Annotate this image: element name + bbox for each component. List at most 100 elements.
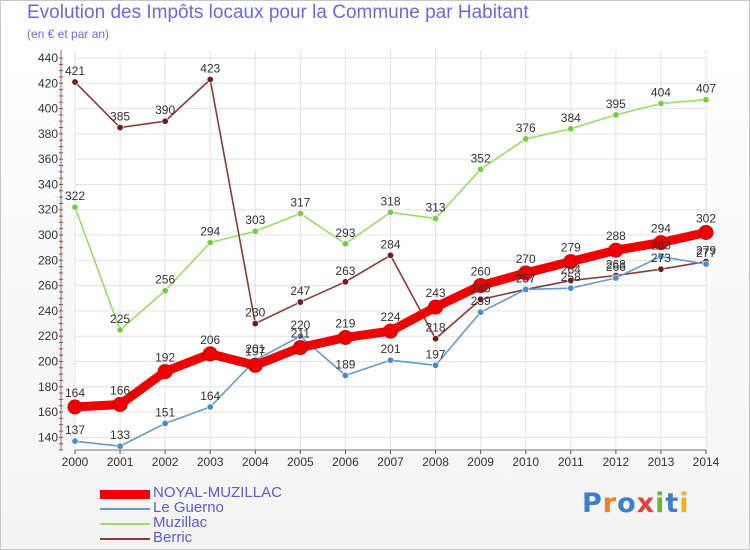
series-point-berric	[161, 117, 169, 125]
series-point-muzillac	[251, 227, 259, 235]
data-label-le-guerno: 220	[290, 318, 310, 332]
x-tick-label: 2006	[332, 455, 359, 469]
logo-letter: r	[602, 488, 618, 519]
data-label-berric: 284	[380, 237, 400, 251]
data-label-noyal-muzillac: 294	[651, 222, 671, 236]
y-tick-label: 360	[38, 152, 58, 166]
data-label-berric: 218	[426, 321, 446, 335]
x-tick-label: 2002	[152, 455, 179, 469]
series-point-le-guerno	[477, 308, 485, 316]
data-label-noyal-muzillac: 206	[200, 333, 220, 347]
data-label-le-guerno: 277	[696, 246, 716, 260]
data-label-berric: 273	[651, 251, 671, 265]
data-label-noyal-muzillac: 166	[110, 383, 130, 397]
legend-swatch	[100, 523, 150, 525]
data-label-noyal-muzillac: 279	[561, 241, 581, 255]
series-point-muzillac	[386, 208, 394, 216]
data-label-le-guerno: 151	[155, 405, 175, 419]
y-tick-label: 200	[38, 354, 58, 368]
data-label-berric: 247	[290, 284, 310, 298]
series-point-muzillac	[702, 96, 710, 104]
data-label-noyal-muzillac: 288	[606, 229, 626, 243]
data-label-noyal-muzillac: 302	[696, 212, 716, 226]
x-tick-label: 2011	[558, 455, 584, 469]
data-label-noyal-muzillac: 192	[155, 351, 175, 365]
data-label-le-guerno: 239	[471, 294, 491, 308]
x-tick-label: 2007	[377, 455, 404, 469]
data-label-berric: 279	[696, 244, 716, 258]
series-point-muzillac	[612, 111, 620, 119]
series-point-le-guerno	[702, 260, 710, 268]
series-point-le-guerno	[161, 419, 169, 427]
y-tick-label: 420	[38, 76, 58, 90]
series-point-berric	[567, 277, 575, 285]
series-point-noyal-muzillac	[67, 399, 83, 415]
series-point-noyal-muzillac	[247, 357, 263, 373]
legend-swatch	[100, 508, 150, 510]
x-tick-label: 2000	[62, 455, 89, 469]
label-layer: 322 225 256 294 303 317 293 318 313 352 376 384 395 4…	[65, 61, 716, 442]
series-point-noyal-muzillac	[698, 225, 714, 241]
y-tick-label: 380	[38, 127, 58, 141]
y-tick-label: 340	[38, 177, 58, 191]
data-label-noyal-muzillac: 197	[245, 344, 265, 358]
y-tick-label: 440	[38, 51, 58, 65]
y-tick-label: 180	[38, 380, 58, 394]
y-tick-label: 280	[38, 253, 58, 267]
x-tick-label: 2014	[693, 455, 720, 469]
chart-subtitle: (en € et par an)	[27, 27, 110, 41]
data-label-le-guerno: 197	[426, 347, 446, 361]
data-label-noyal-muzillac: 211	[291, 327, 310, 341]
series-point-muzillac	[477, 165, 485, 173]
data-label-muzillac: 293	[335, 226, 355, 240]
y-tick-label: 400	[38, 102, 58, 116]
data-label-muzillac: 384	[561, 111, 581, 125]
series-point-le-guerno	[386, 356, 394, 364]
data-label-berric: 390	[155, 103, 175, 117]
series-point-le-guerno	[341, 371, 349, 379]
series-point-berric	[296, 298, 304, 306]
data-label-noyal-muzillac: 260	[471, 265, 491, 279]
logo-letter: o	[617, 488, 637, 519]
x-tick-label: 2013	[648, 455, 675, 469]
logo-letter: i	[655, 488, 666, 519]
data-label-le-guerno: 266	[606, 260, 626, 274]
y-tick-label: 160	[38, 405, 58, 419]
series-point-berric	[206, 75, 214, 83]
series-point-berric	[251, 320, 259, 328]
series-point-muzillac	[341, 240, 349, 248]
data-label-muzillac: 376	[516, 121, 536, 135]
x-tick-label: 2012	[603, 455, 630, 469]
series-point-le-guerno	[567, 284, 575, 292]
legend-label: Le Guerno	[153, 499, 224, 516]
x-tick-label: 2009	[467, 455, 494, 469]
y-tick-label: 220	[38, 329, 58, 343]
series-point-muzillac	[522, 135, 530, 143]
axis-layer: 140 160 180 200 220 240 260 280 300 320 340 360 380 4…	[38, 50, 720, 469]
data-label-noyal-muzillac: 243	[426, 286, 446, 300]
series-point-berric	[71, 78, 79, 86]
data-label-le-guerno: 201	[380, 342, 400, 356]
series-point-le-guerno	[71, 437, 79, 445]
data-label-muzillac: 317	[290, 196, 310, 210]
series-point-noyal-muzillac	[428, 299, 444, 315]
data-label-muzillac: 404	[651, 86, 671, 100]
series-point-le-guerno	[296, 332, 304, 340]
y-tick-label: 300	[38, 228, 58, 242]
x-tick-label: 2001	[107, 455, 134, 469]
series-point-noyal-muzillac	[202, 346, 218, 362]
y-tick-label: 320	[38, 203, 58, 217]
data-label-berric: 230	[245, 306, 265, 320]
data-label-noyal-muzillac: 164	[65, 386, 85, 400]
series-point-muzillac	[432, 215, 440, 223]
data-label-muzillac: 395	[606, 97, 626, 111]
data-label-le-guerno: 133	[110, 428, 130, 442]
legend-swatch	[100, 538, 150, 540]
series-point-muzillac	[567, 125, 575, 133]
series-layer	[67, 75, 714, 450]
series-point-muzillac	[296, 210, 304, 218]
series-point-noyal-muzillac	[653, 235, 669, 251]
x-tick-label: 2010	[512, 455, 539, 469]
series-point-berric	[386, 251, 394, 259]
series-point-berric	[341, 278, 349, 286]
